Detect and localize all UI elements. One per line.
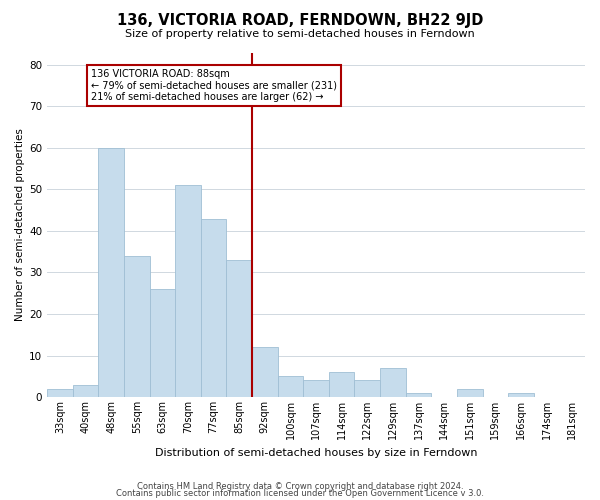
Text: 136 VICTORIA ROAD: 88sqm
← 79% of semi-detached houses are smaller (231)
21% of : 136 VICTORIA ROAD: 88sqm ← 79% of semi-d…	[91, 69, 337, 102]
Bar	[303, 380, 329, 397]
X-axis label: Distribution of semi-detached houses by size in Ferndown: Distribution of semi-detached houses by …	[155, 448, 478, 458]
Bar	[98, 148, 124, 397]
Bar	[457, 388, 482, 397]
Bar	[175, 186, 201, 397]
Y-axis label: Number of semi-detached properties: Number of semi-detached properties	[15, 128, 25, 321]
Bar	[380, 368, 406, 397]
Bar	[406, 393, 431, 397]
Bar	[124, 256, 149, 397]
Bar	[201, 218, 226, 397]
Text: Size of property relative to semi-detached houses in Ferndown: Size of property relative to semi-detach…	[125, 29, 475, 39]
Text: 136, VICTORIA ROAD, FERNDOWN, BH22 9JD: 136, VICTORIA ROAD, FERNDOWN, BH22 9JD	[117, 12, 483, 28]
Bar	[252, 347, 278, 397]
Text: Contains public sector information licensed under the Open Government Licence v : Contains public sector information licen…	[116, 490, 484, 498]
Bar	[355, 380, 380, 397]
Text: Contains HM Land Registry data © Crown copyright and database right 2024.: Contains HM Land Registry data © Crown c…	[137, 482, 463, 491]
Bar	[149, 289, 175, 397]
Bar	[73, 384, 98, 397]
Bar	[278, 376, 303, 397]
Bar	[329, 372, 355, 397]
Bar	[47, 388, 73, 397]
Bar	[226, 260, 252, 397]
Bar	[508, 393, 534, 397]
